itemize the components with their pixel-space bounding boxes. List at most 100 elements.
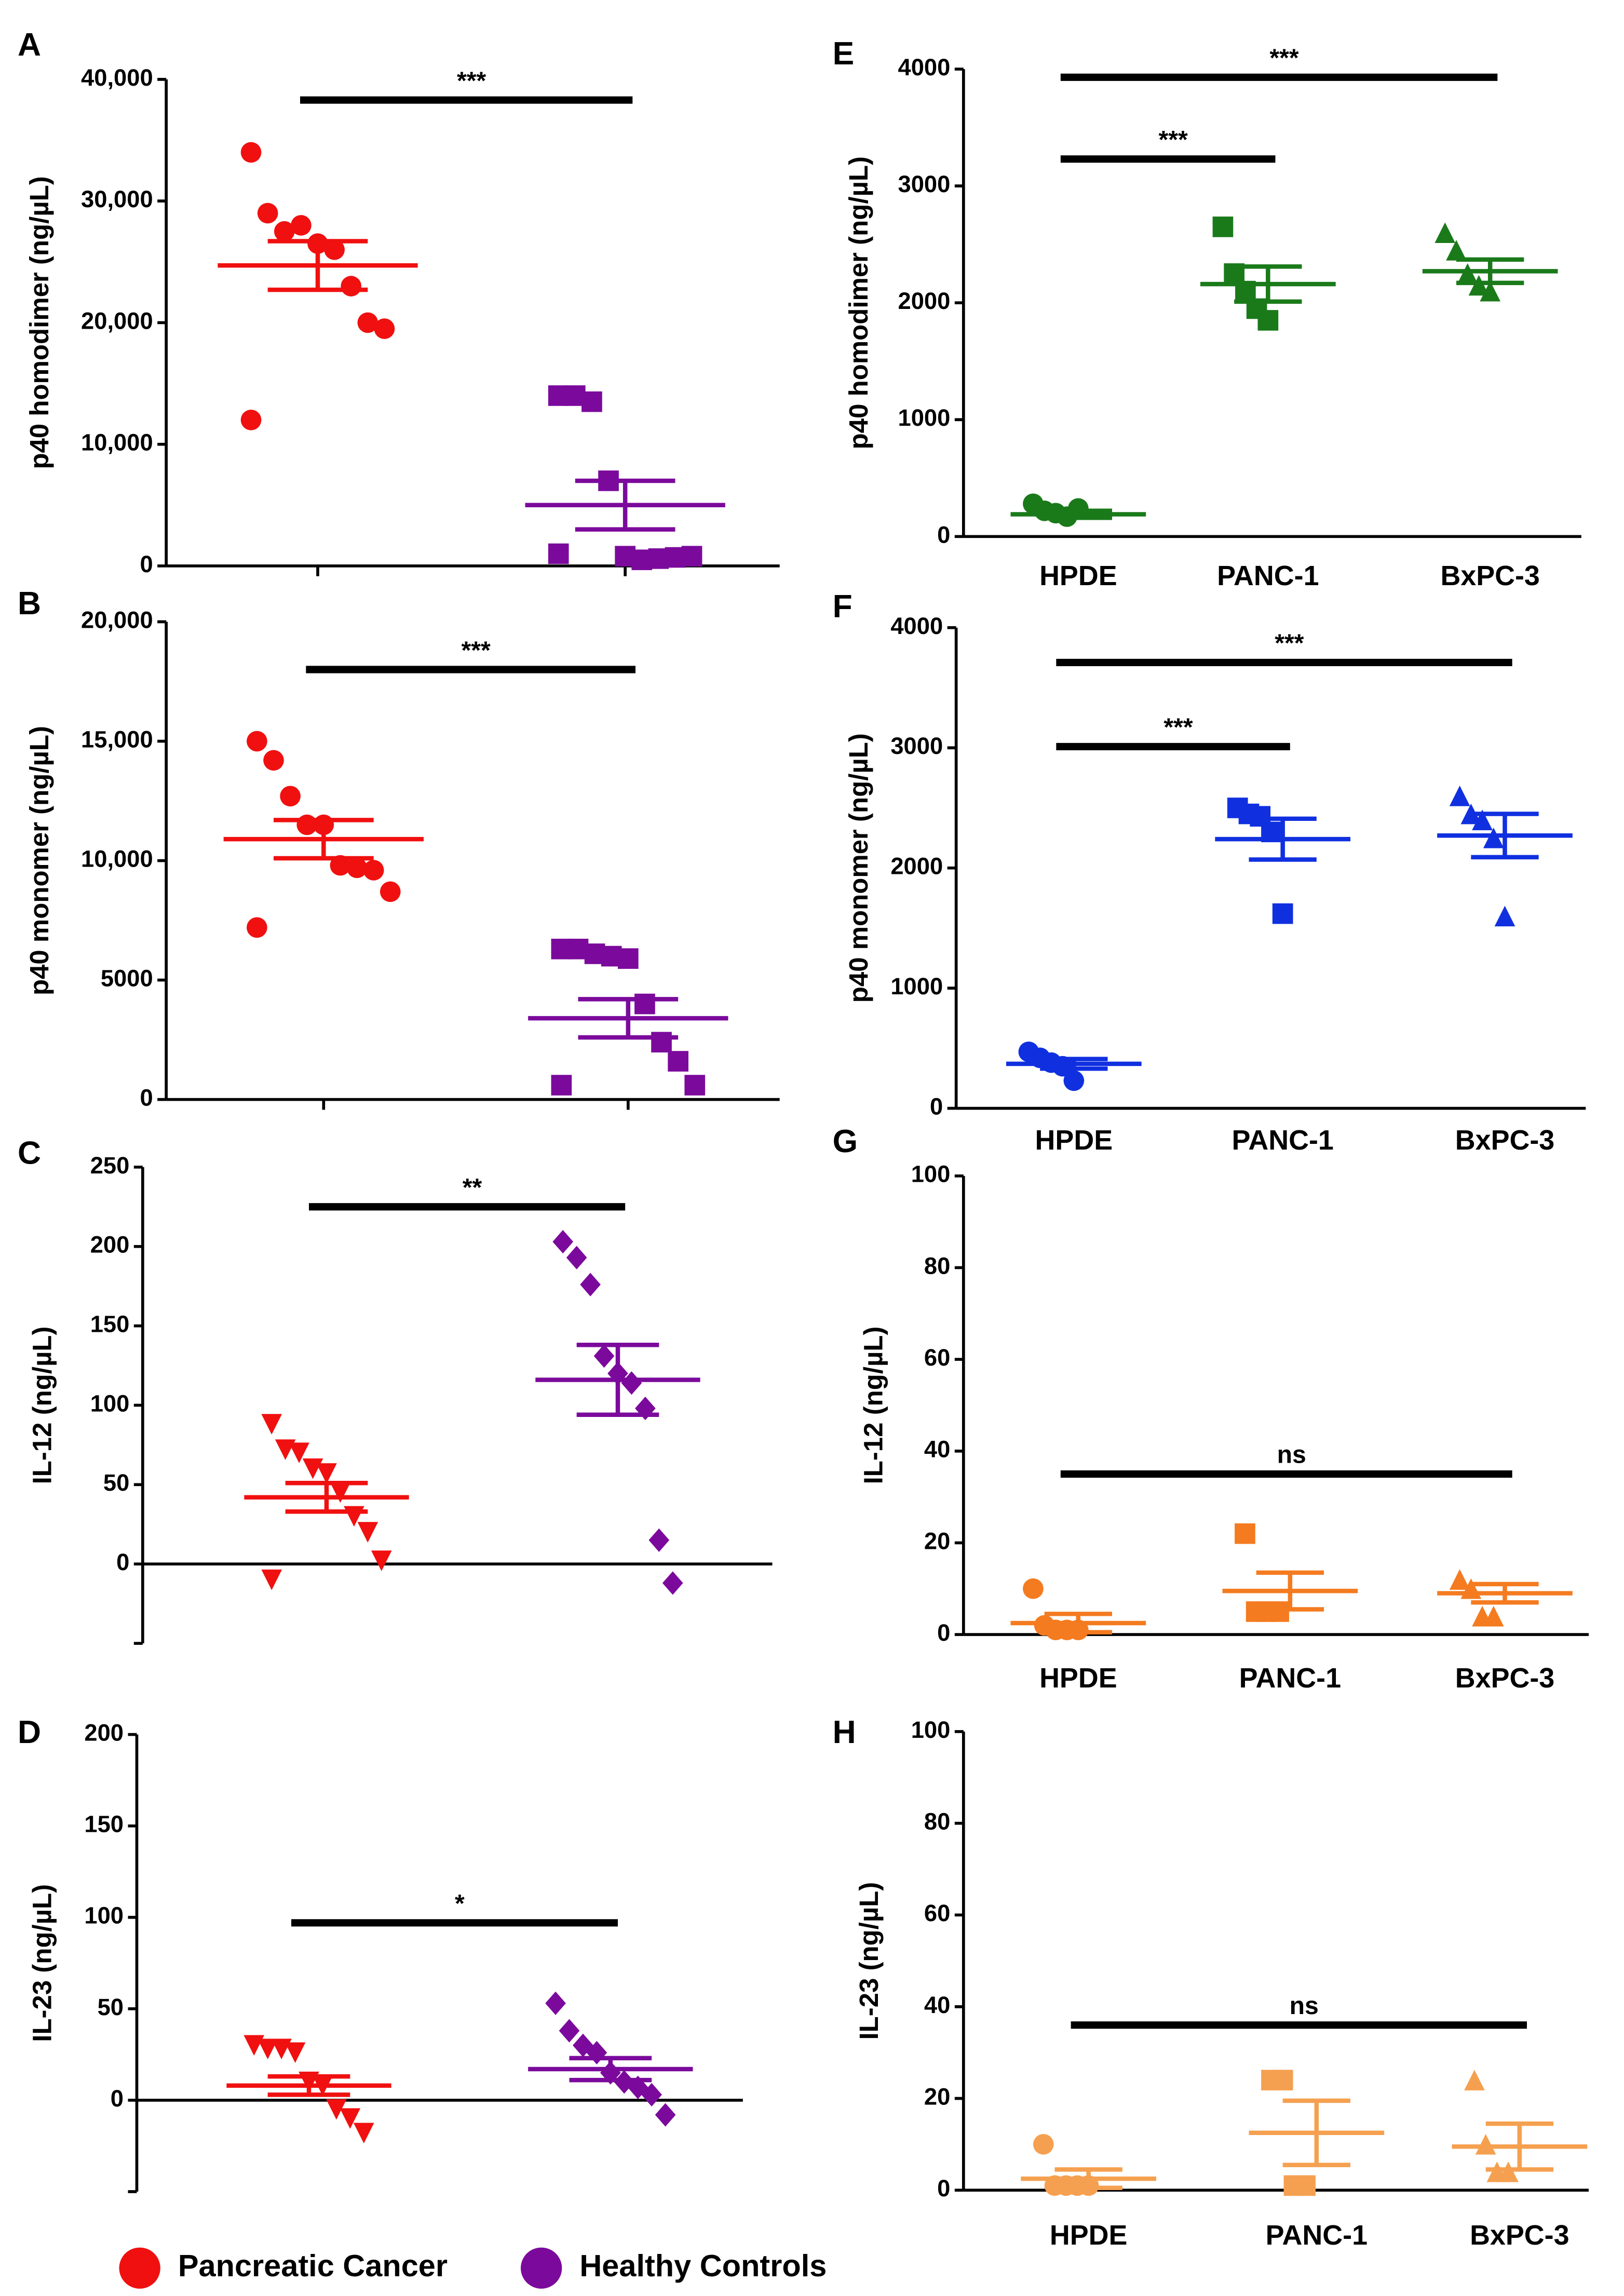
significance-label: ** (463, 1173, 482, 1201)
data-point (1449, 1569, 1470, 1590)
panel-label: E (833, 36, 855, 72)
data-point (240, 142, 262, 163)
data-point (551, 1075, 572, 1096)
y-axis-label: IL-23 (ng/µL) (854, 1882, 884, 2040)
x-tick-label: BxPC-3 (1455, 1663, 1554, 1694)
data-point (380, 881, 401, 902)
data-point (340, 2108, 361, 2129)
panel-label: F (833, 588, 852, 624)
y-tick-label: 150 (84, 1811, 124, 1838)
y-tick-label: 250 (90, 1152, 130, 1179)
data-point (346, 857, 368, 879)
y-tick-label: 0 (937, 1619, 950, 1646)
panel-label: H (833, 1714, 856, 1750)
data-point (341, 276, 362, 296)
y-axis-label: p40 monomer (ng/µL) (24, 726, 54, 995)
data-point (316, 1463, 337, 1484)
x-tick-label: BxPC-3 (1440, 560, 1539, 591)
y-tick-label: 80 (924, 1252, 950, 1279)
y-tick-label: 0 (930, 1093, 943, 1120)
data-point (247, 917, 267, 938)
data-point (634, 993, 655, 1015)
data-point (1446, 240, 1467, 261)
x-tick-label: PANC-1 (1239, 1663, 1341, 1694)
y-axis-label: p40 homodimer (ng/µL) (844, 156, 873, 449)
y-tick-label: 40 (924, 1992, 950, 2018)
significance-label: *** (1163, 713, 1193, 741)
data-point (1498, 2162, 1519, 2182)
y-tick-label: 0 (937, 2175, 950, 2202)
y-tick-label: 40 (924, 1436, 950, 1463)
data-point (655, 2103, 676, 2127)
y-tick-label: 100 (911, 1161, 951, 1187)
y-tick-label: 100 (84, 1902, 124, 1929)
significance-label: ns (1290, 1992, 1319, 2020)
data-point (1295, 2175, 1316, 2196)
y-tick-label: 60 (924, 1344, 950, 1371)
data-point (274, 221, 295, 242)
y-tick-label: 5000 (101, 965, 153, 992)
data-point (621, 1371, 642, 1395)
y-tick-label: 3000 (890, 733, 943, 759)
x-tick-label: PANC-1 (1217, 560, 1319, 591)
data-point (581, 391, 602, 412)
y-tick-label: 20 (924, 1528, 950, 1554)
y-axis-label: p40 homodimer (ng/µL) (24, 176, 54, 469)
panel-label: B (18, 586, 41, 622)
data-point (1475, 2134, 1496, 2155)
data-point (684, 1075, 706, 1096)
data-point (1268, 1601, 1289, 1622)
data-point (552, 1230, 574, 1254)
data-point (371, 1550, 392, 1571)
significance-label: *** (1275, 629, 1304, 657)
data-point (326, 2099, 347, 2120)
x-tick-label: HPDE (1035, 1125, 1113, 1156)
data-point (261, 1414, 282, 1435)
data-point (545, 1991, 566, 2015)
data-point (648, 1528, 670, 1552)
data-point (291, 215, 312, 236)
y-tick-label: 10,000 (81, 429, 153, 456)
y-tick-label: 0 (140, 551, 153, 577)
y-tick-label: 10,000 (81, 846, 153, 872)
data-point (1212, 217, 1234, 237)
data-point (641, 2083, 662, 2106)
significance-label: ns (1277, 1441, 1306, 1469)
data-point (681, 546, 702, 567)
data-point (1063, 1070, 1085, 1091)
y-tick-label: 2000 (898, 288, 951, 314)
y-tick-label: 50 (98, 1994, 124, 2020)
panel-label: D (18, 1714, 41, 1750)
data-point (566, 1246, 587, 1269)
y-tick-label: 80 (924, 1808, 950, 1835)
data-point (240, 409, 262, 430)
legend-label: Healthy Controls (579, 2248, 827, 2283)
x-tick-label: HPDE (1050, 2220, 1128, 2251)
data-point (1483, 828, 1504, 848)
panel-label: C (18, 1136, 41, 1171)
data-point (1434, 222, 1456, 243)
y-tick-label: 2000 (890, 853, 943, 880)
significance-label: *** (457, 66, 486, 94)
y-tick-label: 3000 (898, 171, 951, 197)
y-tick-label: 0 (937, 521, 950, 548)
data-point (324, 239, 345, 260)
data-point (357, 1522, 378, 1543)
y-tick-label: 15,000 (81, 726, 153, 753)
data-point (662, 1571, 683, 1595)
x-tick-label: PANC-1 (1266, 2220, 1368, 2251)
data-point (1272, 2070, 1293, 2091)
y-tick-label: 0 (116, 1549, 129, 1575)
data-point (363, 860, 384, 881)
y-tick-label: 100 (90, 1390, 130, 1416)
x-tick-label: HPDE (1039, 560, 1117, 591)
data-point (548, 543, 569, 564)
y-axis-label: IL-12 (ng/µL) (858, 1326, 888, 1484)
data-point (1257, 310, 1279, 331)
significance-label: *** (1158, 126, 1187, 154)
y-tick-label: 20 (924, 2083, 950, 2110)
data-point (353, 2123, 374, 2144)
y-tick-label: 100 (911, 1717, 951, 1743)
y-tick-label: 50 (103, 1469, 129, 1496)
